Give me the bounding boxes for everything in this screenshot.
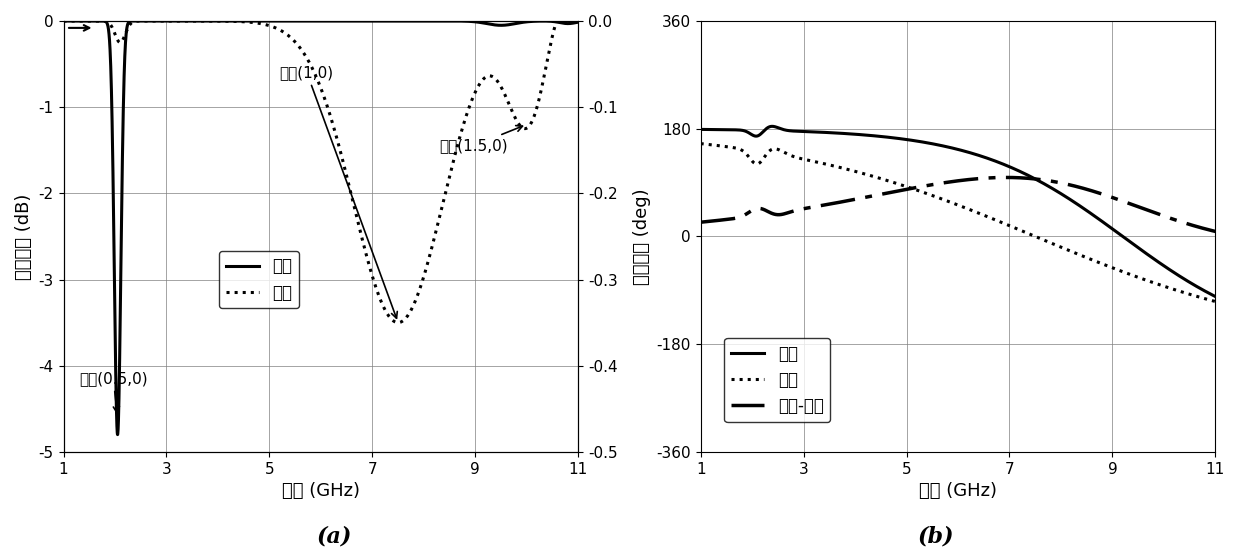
- 导通: [890, 135, 905, 142]
- X-axis label: 频率 (GHz): 频率 (GHz): [919, 482, 997, 500]
- 导通-关断: [1142, 208, 1157, 214]
- 导通-关断: [751, 205, 766, 212]
- 导通: [693, 126, 708, 133]
- 导通-关断: [1208, 228, 1223, 235]
- Y-axis label: 相位响应 (deg): 相位响应 (deg): [632, 188, 651, 285]
- 导通-关断: [998, 174, 1013, 181]
- 导通-关断: [1198, 226, 1213, 232]
- Line: 关断: 关断: [701, 144, 1215, 301]
- 导通: [1208, 293, 1223, 300]
- 关断: [1198, 295, 1213, 302]
- Y-axis label: 幅度响应 (dB): 幅度响应 (dB): [15, 193, 33, 279]
- Line: 导通: 导通: [701, 127, 1215, 296]
- 导通-关断: [782, 209, 797, 215]
- 关断: [890, 181, 905, 187]
- X-axis label: 频率 (GHz): 频率 (GHz): [281, 482, 360, 500]
- Text: 模式(1.5,0): 模式(1.5,0): [439, 125, 522, 153]
- 导通-关断: [913, 184, 928, 190]
- 关断: [1142, 278, 1157, 285]
- Text: (a): (a): [317, 526, 352, 547]
- 导通: [751, 132, 766, 138]
- 关断: [1208, 298, 1223, 305]
- Legend: 导通, 关断, 导通-关断: 导通, 关断, 导通-关断: [724, 338, 831, 422]
- 导通: [913, 138, 928, 145]
- 关断: [782, 152, 797, 158]
- 导通-关断: [693, 219, 708, 226]
- 关断: [751, 160, 766, 167]
- Legend: 导通, 关断: 导通, 关断: [219, 250, 299, 309]
- Line: 导通-关断: 导通-关断: [701, 178, 1215, 231]
- 关断: [913, 188, 928, 195]
- Text: 模式(1,0): 模式(1,0): [280, 65, 397, 318]
- 导通: [1142, 253, 1157, 259]
- 导通-关断: [890, 187, 905, 194]
- 导通: [782, 128, 797, 134]
- Text: 模式(0.5,0): 模式(0.5,0): [79, 371, 148, 413]
- 关断: [693, 140, 708, 147]
- 导通: [1198, 288, 1213, 295]
- 导通: [765, 123, 780, 130]
- Text: (b): (b): [918, 526, 955, 547]
